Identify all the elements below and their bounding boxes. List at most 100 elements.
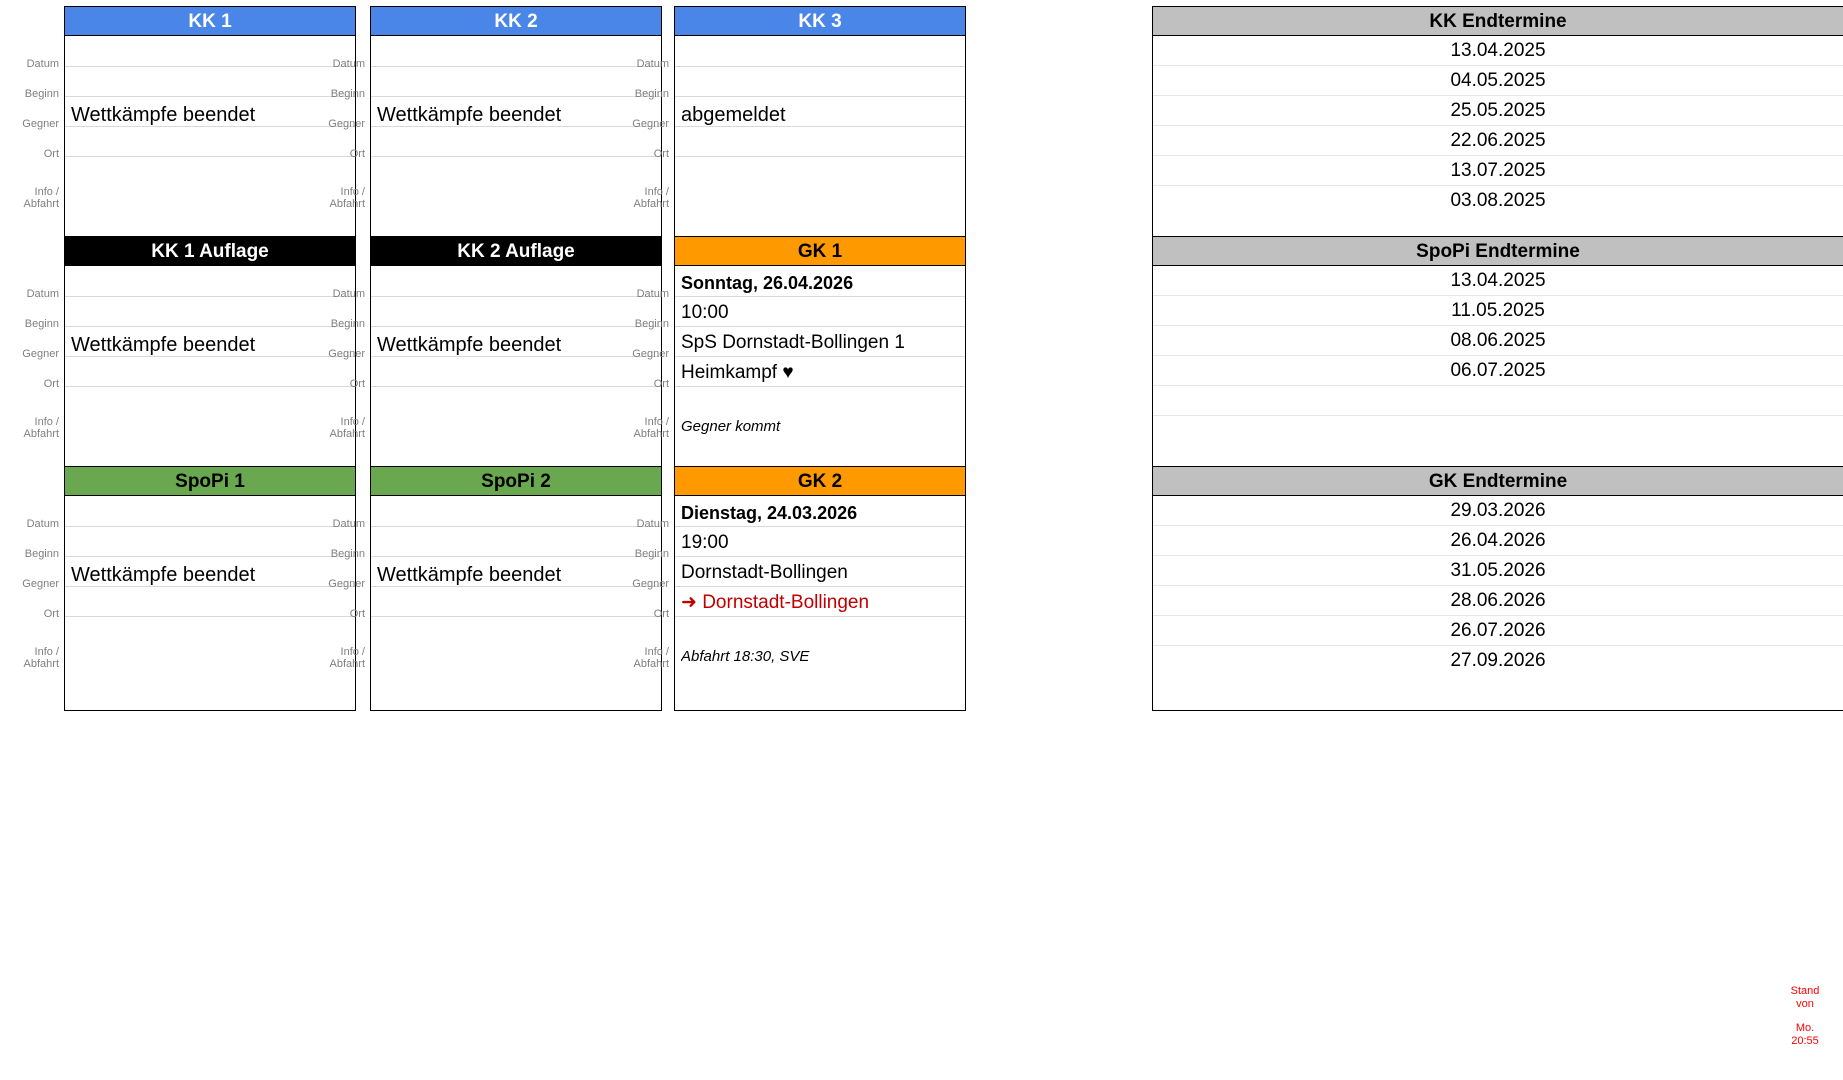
card-title-gk1: GK 1: [674, 236, 966, 266]
match-card-kk1auflage[interactable]: KK 1 Auflage Wettkämpfe beendet: [64, 236, 356, 481]
row-label-ort: Ort: [653, 378, 669, 390]
row-divider: [675, 386, 965, 387]
card-title-kk2: KK 2: [370, 6, 662, 36]
endtermine-table-kk-endtermine[interactable]: KK Endtermine 13.04.2025 04.05.2025 25.05.2…: [1152, 6, 1843, 251]
match-card-kk1[interactable]: KK 1 Wettkämpfe beendet: [64, 6, 356, 251]
card-body-gk1: Sonntag, 26.04.2026 10:00 SpS Dornstadt-Bo…: [674, 266, 966, 481]
row-divider: [65, 356, 355, 357]
row-divider: [371, 526, 661, 527]
card-body-kk3: abgemeldet: [674, 36, 966, 251]
match-card-spopi2[interactable]: SpoPi 2 Wettkämpfe beendet: [370, 466, 662, 711]
endtermine-table-spopi-endtermine[interactable]: SpoPi Endtermine 13.04.2025 11.05.2025 08.0…: [1152, 236, 1843, 481]
card-line-2: SpS Dornstadt-Bollingen 1: [681, 332, 905, 353]
endtermine-date-row: 25.05.2025: [1153, 96, 1843, 126]
row-label-beginn: Beginn: [634, 318, 669, 330]
row-divider: [65, 526, 355, 527]
card-status-text: Wettkämpfe beendet: [71, 334, 256, 356]
row-label-datum: Datum: [26, 288, 59, 300]
match-card-gk1[interactable]: GK 1 Sonntag, 26.04.2026 10:00 SpS Dornstad…: [674, 236, 966, 481]
row-divider: [371, 96, 661, 97]
match-card-gk2[interactable]: GK 2 Dienstag, 24.03.2026 19:00 Dornstadt-B…: [674, 466, 966, 711]
row-label-gegner: Gegner: [632, 118, 669, 130]
row-label-gegner: Gegner: [328, 348, 365, 360]
row-label-beginn: Beginn: [24, 88, 59, 100]
match-card-spopi1[interactable]: SpoPi 1 Wettkämpfe beendet: [64, 466, 356, 711]
row-label-beginn: Beginn: [330, 88, 365, 100]
endtermine-date-row: 11.05.2025: [1153, 296, 1843, 326]
card-body-kk1: Wettkämpfe beendet: [64, 36, 356, 251]
row-label-gegner: Gegner: [22, 348, 59, 360]
row-label-beginn: Beginn: [634, 548, 669, 560]
stand-line-2: von: [1796, 998, 1814, 1010]
row-divider: [371, 126, 661, 127]
card-line-5: Gegner kommt: [681, 418, 781, 435]
endtermine-date-row: 27.09.2026: [1450, 650, 1546, 671]
card-body-gk2: Dienstag, 24.03.2026 19:00 Dornstadt-Bolli…: [674, 496, 966, 711]
endtermine-date-row: [1153, 416, 1843, 446]
row-label-gegner: Gegner: [22, 578, 59, 590]
row-divider: [371, 356, 661, 357]
row-divider: [371, 66, 661, 67]
row-divider: [675, 126, 965, 127]
endtermine-date-row: 13.07.2025: [1153, 156, 1843, 186]
card-status-text: Wettkämpfe beendet: [71, 564, 256, 586]
endtermine-date-row: 06.07.2025: [1153, 356, 1843, 386]
card-body-spopi1: Wettkämpfe beendet: [64, 496, 356, 711]
row-label-ort: Ort: [653, 148, 669, 160]
row-divider: [371, 156, 661, 157]
card-line-0: Dienstag, 24.03.2026: [681, 503, 858, 523]
endtermine-table-gk-endtermine[interactable]: GK Endtermine 29.03.2026 26.04.2026 31.05.2…: [1152, 466, 1843, 711]
row-divider: [65, 386, 355, 387]
stand-line-1: Stand: [1790, 985, 1820, 997]
card-line-2: Dornstadt-Bollingen: [681, 562, 848, 583]
row-label-abfahrt: Abfahrt: [633, 198, 669, 210]
match-card-kk3[interactable]: KK 3 abgemeldet: [674, 6, 966, 251]
endtermine-date-row: 04.05.2025: [1153, 66, 1843, 96]
card-body-kk1auflage: Wettkämpfe beendet: [64, 266, 356, 481]
card-line-0: Sonntag, 26.04.2026: [681, 273, 854, 293]
row-label-datum: Datum: [636, 518, 669, 530]
card-body-kk2: Wettkämpfe beendet: [370, 36, 662, 251]
row-label-beginn: Beginn: [634, 88, 669, 100]
card-title-kk1auflage: KK 1 Auflage: [64, 236, 356, 266]
row-label-info: Info /: [34, 416, 59, 428]
card-title-gk2: GK 2: [674, 466, 966, 496]
row-divider: [675, 556, 965, 557]
endtermine-date-row: 26.04.2026: [1153, 526, 1843, 556]
card-status-text: Wettkämpfe beendet: [377, 564, 562, 586]
match-card-kk2auflage[interactable]: KK 2 Auflage Wettkämpfe beendet: [370, 236, 662, 481]
card-body-spopi2: Wettkämpfe beendet: [370, 496, 662, 711]
stand-line-3: Mo.: [1795, 1022, 1815, 1034]
card-title-spopi2: SpoPi 2: [370, 466, 662, 496]
endtermine-date-row: 08.06.2025: [1153, 326, 1843, 356]
endtermine-date-row: 28.06.2026: [1153, 586, 1843, 616]
row-divider: [675, 156, 965, 157]
row-label-ort: Ort: [43, 148, 59, 160]
match-card-kk2[interactable]: KK 2 Wettkämpfe beendet: [370, 6, 662, 251]
card-body-kk2auflage: Wettkämpfe beendet: [370, 266, 662, 481]
endtermine-date-row: 13.04.2025: [1153, 266, 1843, 296]
card-line-1: 10:00: [681, 302, 729, 323]
row-label-gutter-spopi2: Datum Beginn Gegner Ort Info / Abfahrt: [310, 496, 368, 711]
row-label-ort: Ort: [43, 608, 59, 620]
row-label-datum: Datum: [332, 58, 365, 70]
card-status-text: Wettkämpfe beendet: [71, 104, 256, 126]
row-label-datum: Datum: [636, 288, 669, 300]
row-label-info: Info /: [340, 646, 365, 658]
row-label-gegner: Gegner: [328, 118, 365, 130]
row-divider: [65, 96, 355, 97]
endtermine-date-row: 13.04.2025: [1153, 36, 1843, 66]
row-divider: [371, 556, 661, 557]
card-line-3: ➜ Dornstadt-Bollingen: [681, 592, 870, 613]
row-label-info: Info /: [340, 416, 365, 428]
card-status-text: Wettkämpfe beendet: [377, 334, 562, 356]
row-label-gutter-gk1: Datum Beginn Gegner Ort Info / Abfahrt: [614, 266, 672, 481]
row-label-ort: Ort: [349, 148, 365, 160]
row-divider: [675, 616, 965, 617]
endtermine-date-row: 26.07.2026: [1153, 616, 1843, 646]
endtermine-date-row: 03.08.2025: [1450, 190, 1546, 211]
row-label-info: Info /: [644, 186, 669, 198]
row-label-abfahrt: Abfahrt: [23, 428, 59, 440]
card-line-3: Heimkampf ♥: [681, 362, 794, 383]
row-divider: [675, 326, 965, 327]
